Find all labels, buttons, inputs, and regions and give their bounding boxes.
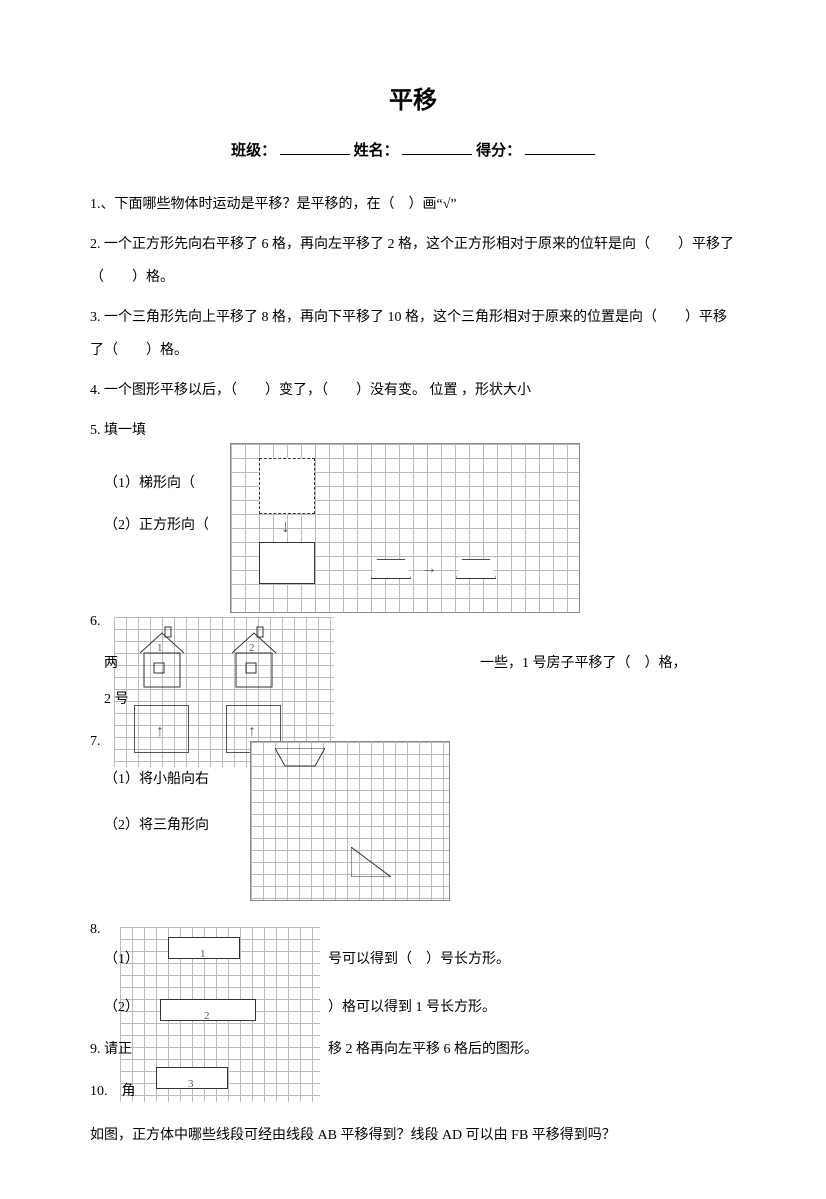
question-6-head: 6. bbox=[90, 605, 101, 639]
page-title: 平移 bbox=[90, 80, 736, 115]
rect-1-label: 1 bbox=[200, 941, 206, 967]
question-7-2: （2）将三角形向 bbox=[104, 809, 209, 843]
q5-trap-2 bbox=[456, 559, 496, 579]
question-8-2a: （2） bbox=[104, 991, 139, 1025]
q6-arrow-up-1-icon: ↑ bbox=[156, 713, 164, 751]
rect-2-label: 2 bbox=[204, 1003, 210, 1029]
score-label: 得分： bbox=[476, 143, 521, 159]
question-5-1: （1）梯形向（ bbox=[104, 467, 195, 501]
house-2-label: 2 bbox=[249, 635, 255, 661]
question-10: 10. 角 bbox=[90, 1075, 136, 1109]
boat bbox=[275, 748, 325, 768]
question-5-head: 5. 填一填 bbox=[90, 414, 736, 448]
question-8-1a: （1） bbox=[104, 943, 139, 977]
q5-trap-1 bbox=[371, 559, 411, 579]
name-blank[interactable] bbox=[402, 140, 472, 155]
triangle bbox=[351, 847, 391, 877]
q5-diagram: ↓ → bbox=[230, 443, 580, 613]
question-2: 2. 一个正方形先向右平移了 6 格，再向左平移了 2 格，这个正方形相对于原来… bbox=[90, 228, 736, 295]
score-blank[interactable] bbox=[525, 140, 595, 155]
class-blank[interactable] bbox=[280, 140, 350, 155]
question-1: 1.、下面哪些物体时运动是平移？是平移的，在（ ）画“√” bbox=[90, 188, 736, 222]
question-8-head: 8. bbox=[90, 913, 101, 947]
question-7-1: （1）将小船向右 bbox=[104, 763, 209, 797]
q5-square-dashed bbox=[259, 458, 315, 514]
question-6-line2: 2 号 bbox=[104, 683, 129, 717]
question-9: 9. 请正 bbox=[90, 1033, 132, 1067]
question-7-head: 7. bbox=[90, 725, 101, 759]
question-6-line1b: 一些，1 号房子平移了（ ）格， bbox=[480, 647, 687, 681]
name-label: 姓名： bbox=[354, 143, 399, 159]
question-8-1b: 号可以得到（ ）号长方形。 bbox=[328, 943, 510, 977]
rect-3-label: 3 bbox=[188, 1071, 194, 1097]
class-label: 班级： bbox=[231, 143, 276, 159]
house-1-label: 1 bbox=[157, 635, 163, 661]
question-10b: 如图，正方体中哪些线段可经由线段 AB 平移得到？线段 AD 可以由 FB 平移… bbox=[90, 1119, 736, 1153]
q5-square-solid bbox=[259, 542, 315, 584]
question-5-2: （2）正方形向（ bbox=[104, 509, 209, 543]
question-9-tail: 移 2 格再向左平移 6 格后的图形。 bbox=[328, 1033, 538, 1067]
question-3: 3. 一个三角形先向上平移了 8 格，再向下平移了 10 格，这个三角形相对于原… bbox=[90, 301, 736, 368]
q7-diagram bbox=[250, 741, 450, 901]
info-line: 班级： 姓名： 得分： bbox=[90, 139, 736, 160]
question-4: 4. 一个图形平移以后，（ ）变了，（ ）没有变。 位置 ，形状大小 bbox=[90, 374, 736, 408]
q5-arrow-down-icon: ↓ bbox=[281, 516, 290, 537]
q5-arrow-right-icon: → bbox=[421, 560, 437, 578]
question-6-line1a: 两 bbox=[104, 647, 118, 681]
q8-diagram: 1 2 3 bbox=[120, 927, 320, 1102]
question-8-2b: ）格可以得到 1 号长方形。 bbox=[328, 991, 496, 1025]
